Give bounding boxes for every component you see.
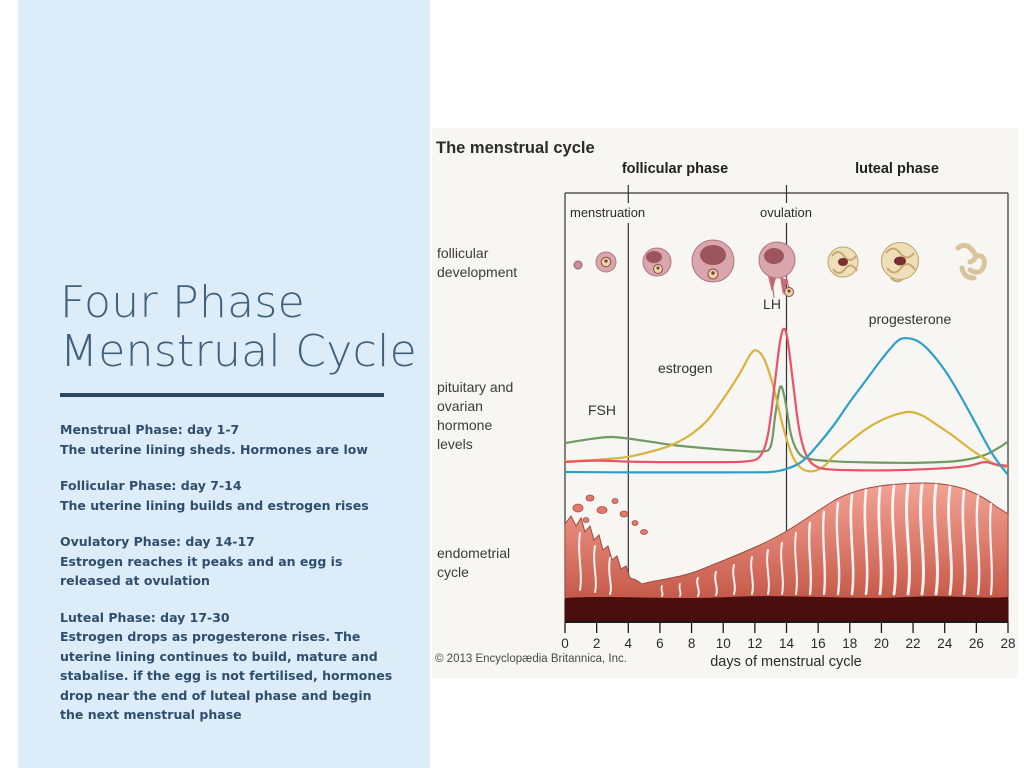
x-tick-label: 12: [747, 636, 762, 651]
luteal-phase-label: luteal phase: [855, 161, 939, 177]
progesterone-label: progesterone: [869, 311, 952, 327]
text-panel: Four Phase Menstrual Cycle Menstrual Pha…: [18, 0, 430, 768]
lh-label: LH: [763, 296, 781, 312]
x-tick-label: 18: [842, 636, 857, 651]
ovulation-label: ovulation: [760, 205, 812, 220]
phase-heading: Menstrual Phase: day 1-7: [60, 422, 240, 437]
phase-body: Estrogen drops as progesterone rises. Th…: [60, 629, 393, 722]
title-divider: [60, 393, 384, 397]
svg-text:levels: levels: [437, 436, 473, 452]
x-tick-label: 0: [561, 636, 569, 651]
curve-lh: [564, 327, 1009, 472]
follicle-primary-icon: [595, 251, 617, 273]
x-tick-label: 6: [656, 636, 664, 651]
corpus-luteum-young-icon: [827, 246, 859, 278]
curve-progesterone: [564, 337, 1009, 476]
endometrium-basal-layer: [565, 596, 1008, 621]
endometrium-shedding-fragments: [572, 494, 648, 535]
x-tick-label: 16: [811, 636, 826, 651]
phase-heading: Follicular Phase: day 7-14: [60, 478, 242, 493]
follicle-secondary-icon: [642, 247, 672, 277]
endometrial-cycle-label: endometrial: [437, 545, 510, 561]
curve-estrogen: [564, 349, 1009, 473]
phase-body: The uterine lining sheds. Hormones are l…: [60, 441, 368, 457]
slide-title-line1: Four Phase: [60, 277, 305, 328]
x-tick-label: 8: [688, 636, 696, 651]
row-labels: follicular development pituitary and ova…: [437, 245, 517, 580]
phase-heading: Luteal Phase: day 17-30: [60, 609, 230, 625]
follicle-mature-icon: [691, 239, 735, 283]
svg-text:development: development: [437, 264, 517, 280]
corpus-luteum-mature-icon: [881, 242, 919, 283]
endometrium-tissue: [564, 482, 1009, 600]
x-tick-label: 22: [906, 636, 921, 651]
follicle-primordial-icon: [573, 260, 583, 270]
svg-text:hormone: hormone: [437, 417, 492, 433]
phase-body: Estrogen reaches it peaks and an egg is …: [60, 553, 343, 589]
phase-descriptions: Menstrual Phase: day 1-7 The uterine lin…: [60, 420, 394, 742]
x-tick-label: 4: [625, 636, 633, 651]
curve-fsh: [564, 385, 1009, 464]
svg-text:cycle: cycle: [437, 564, 469, 580]
x-tick-label: 2: [593, 636, 601, 651]
follicular-phase-label: follicular phase: [622, 161, 728, 177]
x-tick-label: 26: [969, 636, 984, 651]
corpus-albicans-icon: [955, 242, 987, 281]
slide-title: Four Phase Menstrual Cycle: [60, 278, 440, 376]
fsh-label: FSH: [588, 402, 616, 418]
follicle-development-row: [573, 239, 987, 299]
x-axis-ticks: 0 2 4 6 8 10 12 14 16 18 20 22 24 26 28: [561, 622, 1016, 651]
phase-heading: Ovulatory Phase: day 14-17: [60, 534, 255, 549]
diagram-title: The menstrual cycle: [436, 139, 595, 157]
phase-block-menstrual: Menstrual Phase: day 1-7 The uterine lin…: [60, 420, 394, 459]
hormone-curves: [564, 327, 1009, 476]
phase-block-luteal: Luteal Phase: day 17-30 Estrogen drops a…: [60, 608, 394, 725]
phase-block-ovulatory: Ovulatory Phase: day 14-17 Estrogen reac…: [60, 532, 394, 591]
follicle-ovulation-icon: [758, 241, 796, 299]
follicular-development-label: follicular: [437, 245, 489, 261]
menstrual-cycle-diagram: The menstrual cycle follicular phase lut…: [430, 128, 1024, 680]
svg-text:ovarian: ovarian: [437, 398, 483, 414]
x-tick-label: 20: [874, 636, 889, 651]
menstruation-label-bg: [566, 203, 652, 223]
x-tick-label: 28: [1000, 636, 1015, 651]
menstruation-label: menstruation: [570, 205, 645, 220]
estrogen-label: estrogen: [658, 360, 712, 376]
diagram-svg: The menstrual cycle follicular phase lut…: [432, 128, 1018, 678]
endometrium-glands: [578, 483, 993, 597]
x-tick-label: 14: [779, 636, 795, 651]
ovulation-label-bg: [752, 203, 820, 223]
copyright-text: © 2013 Encyclopædia Britannica, Inc.: [435, 653, 627, 665]
endometrium-illustration: [564, 482, 1009, 621]
x-tick-label: 24: [937, 636, 953, 651]
phase-block-follicular: Follicular Phase: day 7-14 The uterine l…: [60, 476, 394, 515]
hormone-levels-label: pituitary and: [437, 379, 513, 395]
slide-title-line2: Menstrual Cycle: [60, 326, 417, 377]
x-tick-label: 10: [716, 636, 731, 651]
x-axis-title: days of menstrual cycle: [710, 654, 862, 670]
phase-body: The uterine lining builds and estrogen r…: [60, 497, 369, 513]
